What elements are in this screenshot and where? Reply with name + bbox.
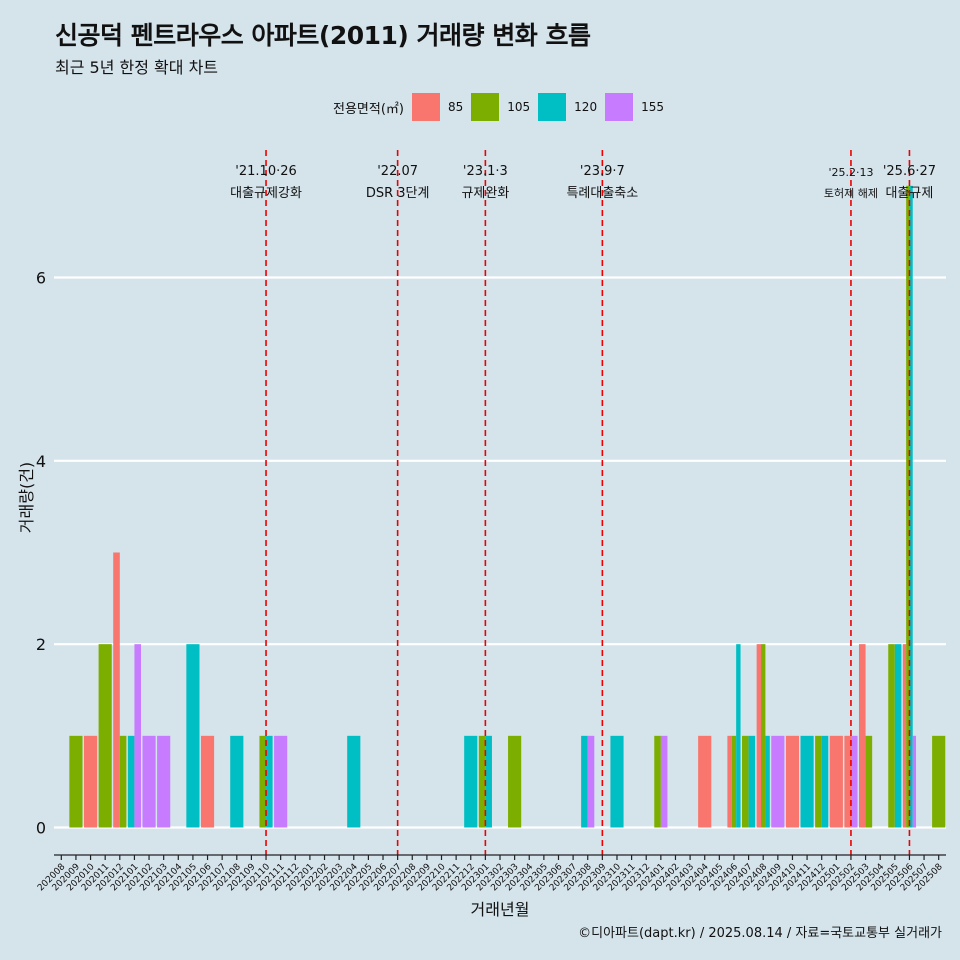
bar-202411-120 [800, 735, 814, 828]
bar-202009-105 [69, 735, 83, 828]
bar-202502-155 [850, 735, 858, 828]
bar-202506-85 [902, 644, 907, 828]
bar-202503-105 [865, 735, 873, 828]
bar-202012-85 [113, 552, 120, 828]
event-date-label-202506: '25.6·27 [883, 164, 936, 179]
bar-202408-120 [765, 735, 770, 828]
bar-202506-120 [909, 185, 913, 828]
y-tick-label-6: 6 [36, 269, 46, 288]
bar-202012-105 [119, 735, 127, 828]
legend: 전용면적(㎡) 85 105 120 155 [333, 93, 672, 121]
bar-202406-85 [727, 735, 732, 828]
bar-202503-85 [858, 644, 866, 828]
bar-202505-105 [888, 644, 895, 828]
legend-item-155: 155 [605, 93, 664, 121]
bar-202308-155 [587, 735, 595, 828]
bar-202301-105 [478, 735, 486, 828]
legend-label-85: 85 [447, 100, 464, 114]
event-date-label-202502: '25.2·13 [828, 166, 873, 179]
legend-item-85: 85 [411, 93, 464, 121]
legend-swatch-120 [538, 93, 567, 121]
legend-label-105: 105 [507, 100, 531, 114]
bar-202408-85 [756, 644, 762, 828]
x-axis-title: 거래년월 [471, 900, 530, 919]
bar-202506-105 [906, 185, 910, 828]
bar-202204-120 [347, 735, 361, 828]
event-name-label-202207: DSR 3단계 [366, 186, 430, 201]
legend-swatch-105 [471, 93, 500, 121]
bar-202407-120 [748, 735, 756, 828]
bar-202502-85 [844, 735, 851, 828]
bar-202406-120 [736, 644, 741, 828]
event-date-label-202110: '21.10·26 [235, 164, 296, 179]
bar-202501-85 [829, 735, 843, 828]
legend-item-105: 105 [471, 93, 530, 121]
bar-202412-120 [821, 735, 829, 828]
bar-202310-120 [610, 735, 624, 828]
chart-subtitle: 최근 5년 한정 확대 차트 [55, 58, 219, 77]
bar-202401-155 [660, 735, 668, 828]
bar-202105-120 [186, 644, 200, 828]
bar-202407-105 [742, 735, 749, 828]
event-name-label-202110: 대출규제강화 [230, 186, 302, 201]
event-date-label-202309: '23.9·7 [580, 164, 625, 179]
bar-202308-120 [581, 735, 588, 828]
bar-202110-120 [266, 735, 273, 828]
event-date-label-202301: '23.1·3 [463, 164, 508, 179]
bar-202108-120 [230, 735, 244, 828]
bar-202111-155 [274, 735, 288, 828]
y-tick-label-4: 4 [36, 452, 46, 471]
bar-202409-155 [771, 735, 785, 828]
y-tick-label-2: 2 [36, 635, 46, 654]
bar-202301-120 [485, 735, 492, 828]
bar-202303-105 [508, 735, 522, 828]
event-name-label-202506: 대출규제 [886, 186, 934, 201]
bar-202110-105 [259, 735, 267, 828]
legend-swatch-85 [411, 93, 440, 121]
y-axis-title: 거래량(건) [17, 462, 36, 533]
bar-202011-105 [98, 644, 112, 828]
bar-202101-155 [134, 644, 142, 828]
event-date-label-202207: '22.07 [377, 164, 418, 179]
legend-item-120: 120 [538, 93, 597, 121]
event-name-label-202301: 규제완화 [461, 186, 509, 201]
event-name-label-202502: 토허제 해제 [824, 186, 878, 200]
legend-label-155: 155 [641, 100, 664, 114]
bar-202401-105 [654, 735, 661, 828]
bar-202406-105 [731, 735, 737, 828]
y-tick-label-0: 0 [36, 819, 46, 838]
bar-202101-120 [127, 735, 135, 828]
bar-202103-155 [157, 735, 171, 828]
bar-202410-85 [785, 735, 800, 828]
event-name-label-202309: 특례대출축소 [566, 186, 638, 201]
bar-202506-155 [912, 735, 917, 828]
bar-202106-85 [200, 735, 215, 828]
bar-202505-120 [894, 644, 902, 828]
legend-label-120: 120 [574, 100, 598, 114]
legend-title: 전용면적(㎡) [333, 101, 404, 117]
bar-202508-105 [932, 735, 946, 828]
bar-202404-85 [698, 735, 712, 828]
bar-202212-120 [464, 735, 478, 828]
source-caption: ©디아파트(dapt.kr) / 2025.08.14 / 자료=국토교통부 실… [578, 926, 942, 941]
bar-202010-85 [83, 735, 98, 828]
chart-title: 신공덕 펜트라우스 아파트(2011) 거래량 변화 흐름 [55, 21, 591, 50]
bar-202102-155 [142, 735, 156, 828]
legend-swatch-155 [605, 93, 634, 121]
bar-202408-105 [761, 644, 766, 828]
bar-202412-105 [815, 735, 822, 828]
